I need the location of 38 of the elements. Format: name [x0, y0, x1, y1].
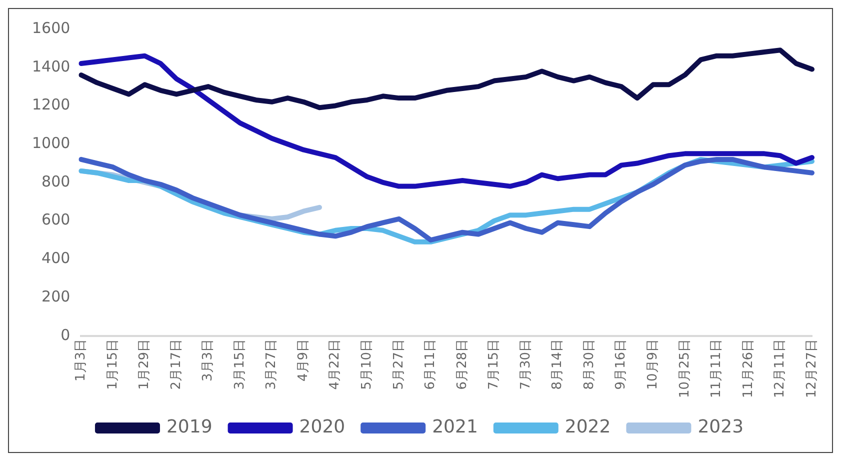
- legend-label: 2019: [166, 416, 212, 438]
- legend-label: 2020: [299, 416, 346, 438]
- x-tick-label: 7月15日: [486, 338, 502, 390]
- x-tick-label: 5月27日: [391, 338, 406, 390]
- y-tick-label: 600: [42, 210, 70, 229]
- y-tick-label: 0: [60, 326, 70, 344]
- x-tick-label: 1月29日: [137, 338, 152, 390]
- y-tick-label: 1000: [32, 134, 70, 152]
- x-tick-label: 4月9日: [296, 338, 311, 382]
- x-tick-label: 7月30日: [518, 338, 534, 390]
- x-tick-label: 12月27日: [804, 338, 820, 398]
- x-tick-label: 3月3日: [200, 338, 216, 382]
- x-tick-label: 11月26日: [740, 338, 756, 398]
- x-tick-label: 9月16日: [614, 338, 629, 390]
- x-tick-label: 6月11日: [423, 338, 438, 390]
- legend-label: 2021: [432, 416, 478, 438]
- x-tick-label: 5月10日: [360, 338, 375, 390]
- x-tick-label: 12月11日: [772, 338, 788, 398]
- x-tick-label: 6月28日: [454, 338, 470, 390]
- x-tick-label: 1月3日: [74, 338, 89, 382]
- y-tick-label: 400: [42, 249, 70, 268]
- x-tick-label: 10月9日: [646, 338, 660, 390]
- x-tick-label: 10月25日: [677, 338, 692, 398]
- x-tick-label: 1月15日: [105, 338, 120, 390]
- x-tick-label: 8月30日: [582, 338, 597, 390]
- y-tick-label: 1200: [32, 96, 70, 114]
- x-tick-label: 3月15日: [232, 338, 248, 390]
- y-tick-label: 800: [42, 172, 70, 190]
- x-tick-label: 3月27日: [264, 338, 280, 390]
- y-tick-label: 1400: [32, 57, 70, 76]
- x-tick-label: 8月14日: [550, 338, 566, 390]
- x-tick-label: 11月11日: [709, 338, 724, 398]
- y-tick-label: 1600: [32, 18, 70, 37]
- x-tick-label: 4月22日: [328, 338, 343, 390]
- legend-label: 2022: [564, 416, 611, 438]
- legend-label: 2023: [698, 416, 744, 438]
- x-tick-label: 2月17日: [168, 338, 184, 390]
- y-tick-label: 200: [42, 287, 70, 306]
